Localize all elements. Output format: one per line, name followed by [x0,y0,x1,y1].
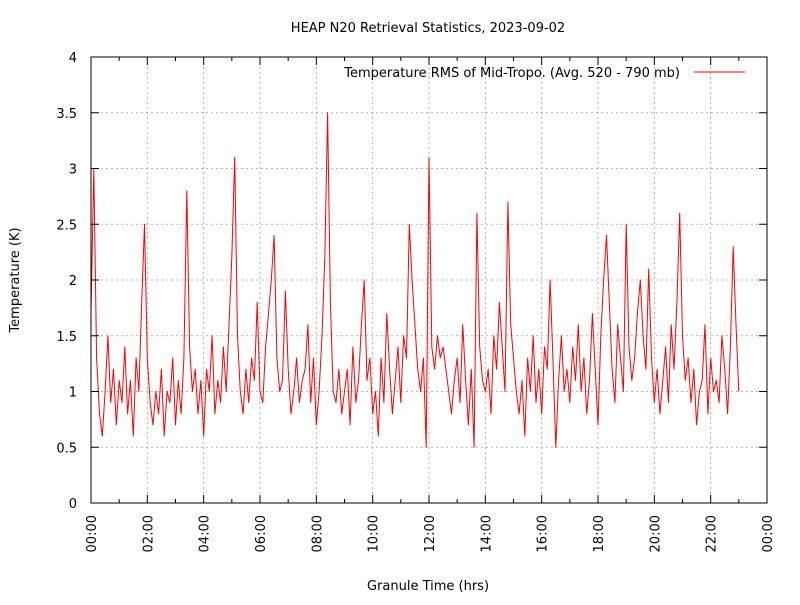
plot-area [90,112,740,448]
y-tick-label: 2 [69,274,77,289]
y-tick-label: 0.5 [56,441,77,456]
x-tick-label: 00:00 [761,515,776,552]
x-axis-ticks: 00:00 02:00 04:00 06:00 08:00 10:00 12:00 14:00… [85,57,776,552]
y-tick-label: 3 [69,163,77,178]
x-tick-label: 10:00 [367,515,382,552]
series-line [90,112,740,448]
x-tick-label: 20:00 [648,515,663,552]
x-tick-label: 18:00 [592,515,607,552]
y-tick-label: 4 [69,51,77,66]
y-tick-label: 2.5 [56,218,77,233]
x-tick-label: 06:00 [254,515,269,552]
legend-label: Temperature RMS of Mid-Tropo. (Avg. 520 … [343,66,680,81]
x-tick-label: 22:00 [705,515,720,552]
legend: Temperature RMS of Mid-Tropo. (Avg. 520 … [343,66,745,81]
x-tick-label: 02:00 [141,515,156,552]
x-axis-label: Granule Time (hrs) [367,579,489,594]
y-axis-label: Temperature (K) [8,227,23,333]
x-tick-label: 00:00 [85,515,100,552]
x-tick-label: 12:00 [423,515,438,552]
y-tick-label: 1 [69,386,77,401]
y-tick-label: 1.5 [56,330,77,345]
x-tick-label: 08:00 [310,515,325,552]
chart-title: HEAP N20 Retrieval Statistics, 2023-09-0… [291,21,565,36]
x-tick-label: 04:00 [198,515,213,552]
y-tick-label: 3.5 [56,107,77,122]
x-tick-label: 16:00 [536,515,551,552]
y-axis-ticks: 0 0.5 1 1.5 2 2.5 3 3.5 4 [56,51,767,512]
x-tick-label: 14:00 [479,515,494,552]
y-tick-label: 0 [69,497,77,512]
